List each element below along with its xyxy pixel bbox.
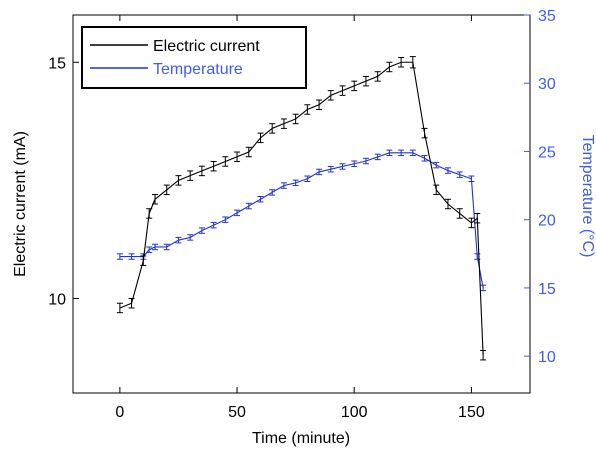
data-point-errorbar bbox=[198, 165, 205, 177]
data-point-errorbar bbox=[304, 175, 311, 182]
data-point-errorbar bbox=[222, 216, 229, 223]
data-point-errorbar bbox=[398, 57, 405, 68]
left-y-axis-label: Electric current (mA) bbox=[12, 131, 29, 277]
right-y-tick-label: 30 bbox=[538, 76, 556, 93]
data-point-errorbar bbox=[374, 71, 381, 82]
data-point-errorbar bbox=[280, 118, 287, 129]
x-tick-label: 50 bbox=[228, 404, 246, 421]
data-point-errorbar bbox=[152, 243, 159, 251]
data-point-errorbar bbox=[210, 221, 217, 229]
legend-label-current: Electric current bbox=[153, 38, 260, 55]
right-y-tick-label: 25 bbox=[538, 144, 556, 161]
legend: Electric current Temperature bbox=[81, 26, 307, 89]
data-point-errorbar bbox=[198, 227, 205, 234]
data-point-errorbar bbox=[362, 157, 369, 165]
data-point-errorbar bbox=[245, 146, 252, 158]
data-point-errorbar bbox=[362, 75, 369, 87]
data-point-errorbar bbox=[386, 149, 393, 157]
data-point-errorbar bbox=[140, 255, 147, 266]
data-point-errorbar bbox=[116, 253, 123, 260]
right-y-axis-ticks: 10 15 20 25 30 35 bbox=[524, 8, 556, 366]
data-point-errorbar bbox=[280, 182, 287, 189]
data-point-errorbar bbox=[163, 184, 170, 196]
data-point-errorbar bbox=[304, 104, 311, 115]
data-point-errorbar bbox=[316, 168, 323, 176]
left-y-tick-label: 10 bbox=[48, 292, 66, 309]
data-point-errorbar bbox=[175, 175, 182, 186]
electric-current-series bbox=[116, 56, 487, 361]
x-axis-ticks: 0 50 100 150 bbox=[115, 15, 485, 421]
data-point-errorbar bbox=[234, 209, 241, 217]
data-point-errorbar bbox=[351, 160, 358, 167]
left-y-tick-label: 15 bbox=[48, 55, 66, 72]
data-point-errorbar bbox=[474, 212, 481, 224]
data-point-errorbar bbox=[444, 167, 451, 174]
data-point-errorbar bbox=[146, 246, 153, 253]
data-point-errorbar bbox=[421, 127, 428, 139]
data-point-errorbar bbox=[339, 163, 346, 170]
data-point-errorbar bbox=[409, 149, 416, 157]
data-point-errorbar bbox=[187, 234, 194, 241]
data-point-errorbar bbox=[292, 113, 299, 125]
data-point-errorbar bbox=[175, 236, 182, 244]
right-y-tick-label: 10 bbox=[538, 349, 556, 366]
data-point-errorbar bbox=[187, 170, 194, 181]
data-point-errorbar bbox=[480, 349, 487, 361]
data-point-errorbar bbox=[269, 123, 276, 134]
data-point-errorbar bbox=[456, 171, 463, 178]
data-point-errorbar bbox=[257, 195, 264, 203]
data-point-errorbar bbox=[409, 56, 416, 69]
data-point-errorbar bbox=[433, 161, 440, 169]
right-y-tick-label: 35 bbox=[538, 8, 556, 25]
data-point-errorbar bbox=[456, 208, 463, 219]
x-tick-label: 100 bbox=[341, 404, 368, 421]
x-axis-label: Time (minute) bbox=[252, 430, 350, 447]
data-point-errorbar bbox=[116, 302, 123, 314]
data-point-errorbar bbox=[245, 202, 252, 210]
data-point-errorbar bbox=[433, 184, 440, 196]
data-point-errorbar bbox=[468, 175, 475, 182]
data-point-errorbar bbox=[234, 151, 241, 162]
data-point-errorbar bbox=[163, 243, 170, 251]
data-point-errorbar bbox=[128, 253, 135, 260]
legend-box bbox=[81, 26, 307, 89]
plot-area-frame bbox=[72, 14, 531, 394]
data-point-errorbar bbox=[128, 298, 135, 309]
data-point-errorbar bbox=[327, 165, 334, 173]
data-point-errorbar bbox=[146, 208, 153, 219]
right-y-tick-label: 20 bbox=[538, 213, 556, 230]
legend-label-temperature: Temperature bbox=[153, 61, 243, 78]
data-point-errorbar bbox=[269, 189, 276, 196]
data-point-errorbar bbox=[152, 194, 159, 205]
x-tick-label: 0 bbox=[115, 404, 124, 421]
data-point-errorbar bbox=[292, 179, 299, 187]
data-point-errorbar bbox=[444, 198, 451, 210]
data-point-errorbar bbox=[257, 132, 264, 144]
data-point-errorbar bbox=[210, 160, 217, 172]
data-point-errorbar bbox=[468, 217, 475, 229]
data-point-errorbar bbox=[398, 149, 405, 157]
data-point-errorbar bbox=[421, 155, 428, 162]
x-tick-label: 150 bbox=[458, 404, 485, 421]
left-y-axis-ticks: 10 15 bbox=[48, 55, 79, 309]
data-point-errorbar bbox=[386, 61, 393, 73]
series-line bbox=[119, 61, 484, 356]
data-point-errorbar bbox=[374, 153, 381, 161]
right-y-tick-label: 15 bbox=[538, 281, 556, 298]
data-point-errorbar bbox=[480, 284, 487, 292]
data-point-errorbar bbox=[339, 85, 346, 96]
data-point-errorbar bbox=[222, 156, 229, 167]
data-point-errorbar bbox=[316, 99, 323, 110]
right-y-axis-label: Temperature (°C) bbox=[579, 135, 596, 258]
data-point-errorbar bbox=[327, 90, 334, 101]
data-point-errorbar bbox=[351, 80, 358, 92]
